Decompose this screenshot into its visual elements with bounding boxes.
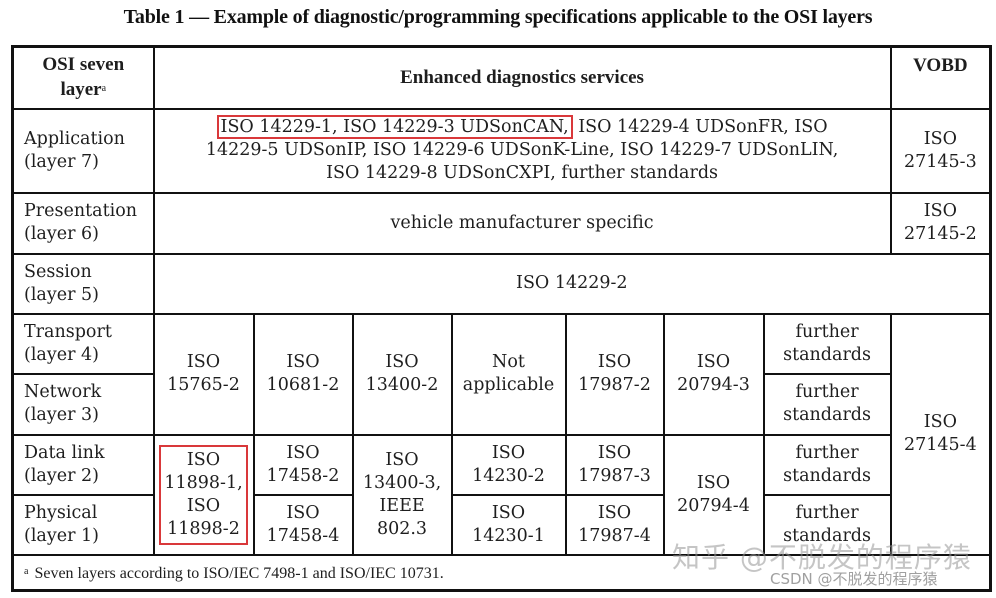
row-network: Network (layer 3) further standards bbox=[11, 372, 991, 436]
cell-iso-17458-4: ISO 17458-4 bbox=[252, 493, 354, 556]
header-osi-layer: OSI seven layera bbox=[11, 45, 155, 110]
cell-iso-17987-2: ISO 17987-2 bbox=[564, 312, 665, 436]
cell-further-standards-datalink: further standards bbox=[762, 433, 892, 496]
vobd-presentation: ISO 27145-2 bbox=[889, 191, 992, 255]
table-title: Table 1 — Example of diagnostic/programm… bbox=[123, 6, 873, 28]
cell-further-standards-physical: further standards bbox=[762, 493, 892, 556]
cell-iso-13400-2: ISO 13400-2 bbox=[351, 312, 453, 436]
layer-application: Application (layer 7) bbox=[11, 107, 155, 194]
row-datalink: Data link (layer 2) ISO 11898-1, ISO 11898-… bbox=[11, 433, 991, 556]
footnote-mark: a bbox=[24, 565, 29, 577]
cell-iso-20794-4: ISO 20794-4 bbox=[662, 433, 765, 556]
header-vobd: VOBD bbox=[889, 45, 992, 110]
presentation-standards: vehicle manufacturer specific bbox=[152, 191, 892, 255]
cell-iso-11898: ISO 11898-1, ISO 11898-2 bbox=[152, 433, 255, 556]
cell-iso-14230-1: ISO 14230-1 bbox=[450, 493, 567, 556]
cell-further-standards-network: further standards bbox=[762, 372, 892, 436]
cell-iso-14230-2: ISO 14230-2 bbox=[450, 433, 567, 496]
layer-presentation: Presentation (layer 6) bbox=[11, 191, 155, 255]
cell-iso-17987-3: ISO 17987-3 bbox=[564, 433, 665, 496]
row-physical: Physical (layer 1) ISO 17458-4 ISO 14230-1… bbox=[11, 493, 991, 556]
cell-iso-17987-4: ISO 17987-4 bbox=[564, 493, 665, 556]
header-row: OSI seven layera Enhanced diagnostics se… bbox=[11, 45, 992, 110]
highlight-box-iso-11898: ISO 11898-1, ISO 11898-2 bbox=[159, 444, 248, 545]
cell-iso-15765-2: ISO 15765-2 bbox=[152, 312, 255, 436]
cell-iso-13400-3-ieee-802-3: ISO 13400-3, IEEE 802.3 bbox=[351, 433, 453, 556]
layer-session: Session (layer 5) bbox=[11, 252, 155, 315]
footnote-row: a Seven layers according to ISO/IEC 7498-… bbox=[11, 553, 992, 592]
osi-spec-table: OSI seven layera Enhanced diagnostics se… bbox=[11, 45, 993, 592]
cell-iso-10681-2: ISO 10681-2 bbox=[252, 312, 354, 436]
row-presentation: Presentation (layer 6) vehicle manufactu… bbox=[11, 191, 992, 255]
row-application: Application (layer 7) ISO 14229-1, ISO 1… bbox=[11, 107, 992, 194]
cell-further-standards-transport: further standards bbox=[762, 312, 892, 375]
header-enhanced-diagnostics: Enhanced diagnostics services bbox=[152, 45, 892, 110]
watermark-csdn: CSDN @不脱发的程序猿 bbox=[770, 570, 938, 588]
watermark-zhihu: 知乎 @不脱发的程序猿 bbox=[672, 541, 972, 574]
vobd-application: ISO 27145-3 bbox=[889, 107, 992, 194]
cell-iso-17458-2: ISO 17458-2 bbox=[252, 433, 354, 496]
footnote-mark: a bbox=[101, 83, 107, 95]
layer-network: Network (layer 3) bbox=[11, 372, 155, 436]
layer-transport: Transport (layer 4) bbox=[11, 312, 155, 375]
layer-physical: Physical (layer 1) bbox=[11, 493, 155, 556]
session-standards: ISO 14229-2 bbox=[152, 252, 992, 315]
layer-datalink: Data link (layer 2) bbox=[11, 433, 155, 496]
vobd-lower-layers: ISO 27145-4 bbox=[889, 312, 992, 556]
cell-not-applicable: Not applicable bbox=[450, 312, 567, 436]
footnote: a Seven layers according to ISO/IEC 7498-… bbox=[11, 553, 992, 592]
row-transport: Transport (layer 4) ISO 15765-2 ISO 10681-… bbox=[11, 312, 992, 556]
cell-iso-20794-3: ISO 20794-3 bbox=[662, 312, 765, 436]
application-standards: ISO 14229-1, ISO 14229-3 UDSonCAN, ISO 1… bbox=[152, 107, 892, 194]
row-session: Session (layer 5) ISO 14229-2 bbox=[11, 252, 992, 315]
highlight-box-udsoncan: ISO 14229-1, ISO 14229-3 UDSonCAN, bbox=[216, 115, 573, 139]
